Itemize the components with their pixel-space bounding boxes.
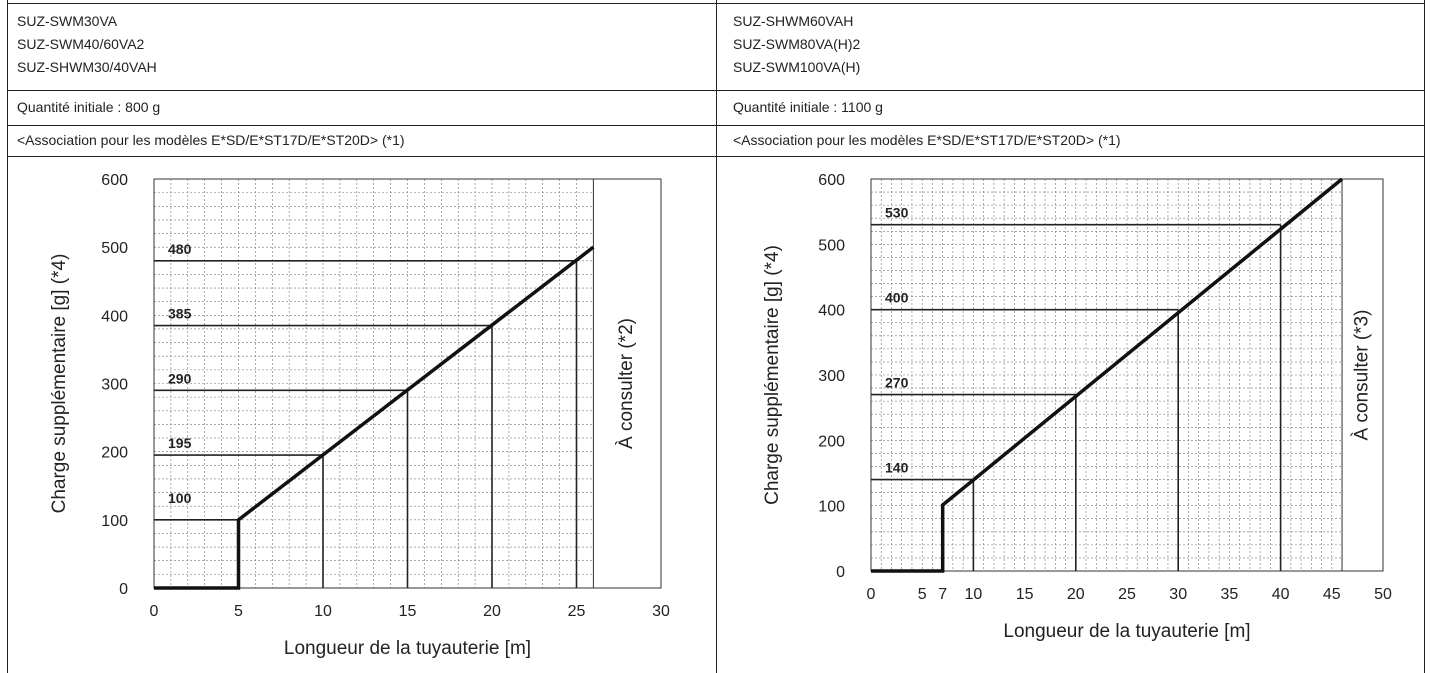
table-border-right <box>1424 0 1425 673</box>
x-tick-label: 7 <box>938 586 947 603</box>
y-tick-label: 500 <box>101 240 128 257</box>
y-axis-title: Charge supplémentaire [g] (*4) <box>49 254 70 514</box>
marker-value-label: 385 <box>168 306 192 322</box>
charge-line <box>154 245 595 590</box>
plot-frame <box>870 178 1384 572</box>
marker-value-label: 195 <box>168 435 192 451</box>
x-tick-label: 25 <box>1118 586 1136 603</box>
x-tick-label: 5 <box>234 603 243 620</box>
x-tick-label: 45 <box>1323 586 1341 603</box>
model-name: SUZ-SWM30VA <box>17 13 118 29</box>
charge-chart-right: À consulter (*3)140270400530010020030040… <box>762 172 1392 642</box>
y-axis-title: Charge supplémentaire [g] (*4) <box>762 245 783 505</box>
table-border-left <box>7 0 8 673</box>
y-tick-label: 100 <box>101 513 128 530</box>
model-name: SUZ-SWM40/60VA2 <box>17 36 145 52</box>
model-name: SUZ-SHWM30/40VAH <box>17 59 157 75</box>
table-column-divider <box>716 0 717 673</box>
y-tick-label: 400 <box>818 303 845 320</box>
marker-value-label: 480 <box>168 241 192 257</box>
consult-box <box>1341 178 1384 572</box>
y-tick-label: 100 <box>818 499 845 516</box>
x-axis-title: Longueur de la tuyauterie [m] <box>1003 621 1250 642</box>
x-axis-title: Longueur de la tuyauterie [m] <box>284 638 531 659</box>
x-tick-label: 10 <box>965 586 983 603</box>
model-name: SUZ-SWM80VA(H)2 <box>733 36 861 52</box>
model-name: SUZ-SWM100VA(H) <box>733 59 861 75</box>
table-row-divider <box>7 125 1425 126</box>
initial-quantity: Quantité initiale : 800 g <box>17 99 161 115</box>
y-tick-label: 400 <box>101 308 128 325</box>
y-tick-label: 300 <box>818 368 845 385</box>
x-tick-label: 15 <box>1016 586 1034 603</box>
model-name: SUZ-SHWM60VAH <box>733 13 854 29</box>
x-tick-label: 0 <box>150 603 159 620</box>
x-tick-label: 40 <box>1272 586 1290 603</box>
x-tick-label: 30 <box>652 603 670 620</box>
x-tick-label: 15 <box>399 603 417 620</box>
marker-value-label: 530 <box>885 205 909 221</box>
table-row-divider <box>7 90 1425 91</box>
charge-line <box>871 177 1344 573</box>
y-tick-label: 500 <box>818 237 845 254</box>
x-tick-label: 20 <box>1067 586 1085 603</box>
marker-value-label: 290 <box>168 370 192 386</box>
marker-value-label: 140 <box>885 460 909 476</box>
y-tick-label: 600 <box>101 172 128 189</box>
x-tick-label: 5 <box>918 586 927 603</box>
x-tick-label: 25 <box>568 603 586 620</box>
x-tick-label: 20 <box>483 603 501 620</box>
marker-value-label: 270 <box>885 375 909 391</box>
association-note: <Association pour les modèles E*SD/E*ST1… <box>17 132 405 148</box>
consult-label: À consulter (*3) <box>1352 310 1373 441</box>
x-tick-label: 10 <box>314 603 332 620</box>
association-note: <Association pour les modèles E*SD/E*ST1… <box>733 132 1121 148</box>
marker-value-label: 400 <box>885 290 909 306</box>
y-tick-label: 0 <box>119 581 128 598</box>
y-tick-label: 0 <box>836 564 845 581</box>
charge-chart-left: À consulter (*2)195290385480100010020030… <box>49 172 670 659</box>
x-tick-label: 50 <box>1374 586 1392 603</box>
base-value-label: 100 <box>168 490 192 506</box>
y-tick-label: 300 <box>101 377 128 394</box>
y-tick-label: 200 <box>101 445 128 462</box>
initial-quantity: Quantité initiale : 1100 g <box>733 99 883 115</box>
y-tick-label: 200 <box>818 433 845 450</box>
y-tick-label: 600 <box>818 172 845 189</box>
x-tick-label: 0 <box>867 586 876 603</box>
consult-label: À consulter (*2) <box>616 318 637 449</box>
table-border-top <box>7 3 1425 4</box>
x-tick-label: 35 <box>1221 586 1239 603</box>
x-tick-label: 30 <box>1169 586 1187 603</box>
table-row-divider <box>7 156 1425 157</box>
